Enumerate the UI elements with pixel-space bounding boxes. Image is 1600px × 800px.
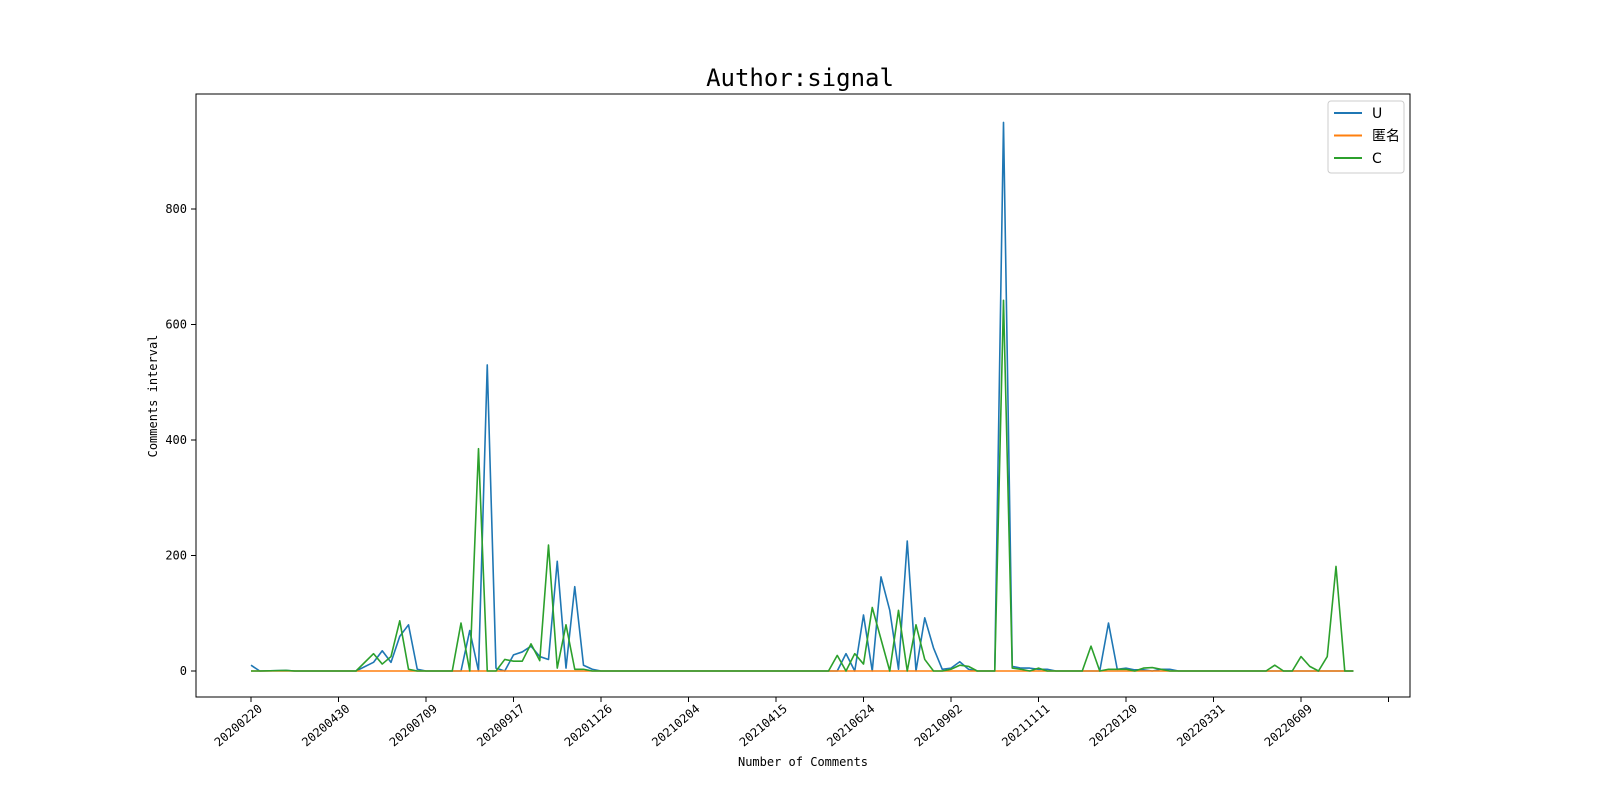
- legend-box: [1327, 100, 1405, 174]
- legend: U 匿名 C: [1327, 100, 1405, 174]
- legend-label-1: 匿名: [1372, 129, 1400, 145]
- x-tick-label-9: 20211111: [999, 702, 1052, 750]
- x-tick-label-7: 20210624: [824, 702, 877, 750]
- y-tick-label-2: 400: [165, 433, 187, 447]
- plot-lines: [250, 121, 1354, 672]
- y-tick-label-4: 800: [165, 202, 187, 216]
- x-axis-label: Number of Comments: [738, 755, 868, 769]
- x-axis: 20200220 20200430 20200709 20200917 20201126…: [212, 697, 1389, 749]
- x-tick-label-1: 20200430: [299, 702, 352, 750]
- x-tick-label-8: 20210902: [912, 702, 965, 750]
- x-tick-label-12: 20220609: [1262, 702, 1315, 750]
- y-tick-label-1: 200: [165, 549, 187, 563]
- x-tick-label-10: 20220120: [1087, 702, 1140, 750]
- x-tick-label-11: 20220331: [1174, 702, 1227, 750]
- x-tick-label-2: 20200709: [387, 702, 440, 750]
- chart-title: Author:signal: [706, 64, 894, 92]
- y-axis: 0 200 400 600 800: [165, 202, 196, 678]
- y-tick-label-0: 0: [180, 664, 187, 678]
- x-tick-label-0: 20200220: [212, 702, 265, 750]
- y-tick-label-3: 600: [165, 318, 187, 332]
- x-tick-label-3: 20200917: [474, 702, 527, 750]
- x-tick-label-6: 20210415: [737, 702, 790, 750]
- y-axis-label: Comments interval: [146, 335, 160, 458]
- x-tick-label-5: 20210204: [649, 702, 702, 750]
- x-tick-label-4: 20201126: [562, 702, 615, 750]
- series-line-0: [250, 121, 1354, 672]
- series-line-2: [251, 299, 1354, 672]
- legend-label-2: C: [1372, 151, 1382, 167]
- legend-label-0: U: [1372, 106, 1382, 122]
- plot-frame: [195, 93, 1411, 698]
